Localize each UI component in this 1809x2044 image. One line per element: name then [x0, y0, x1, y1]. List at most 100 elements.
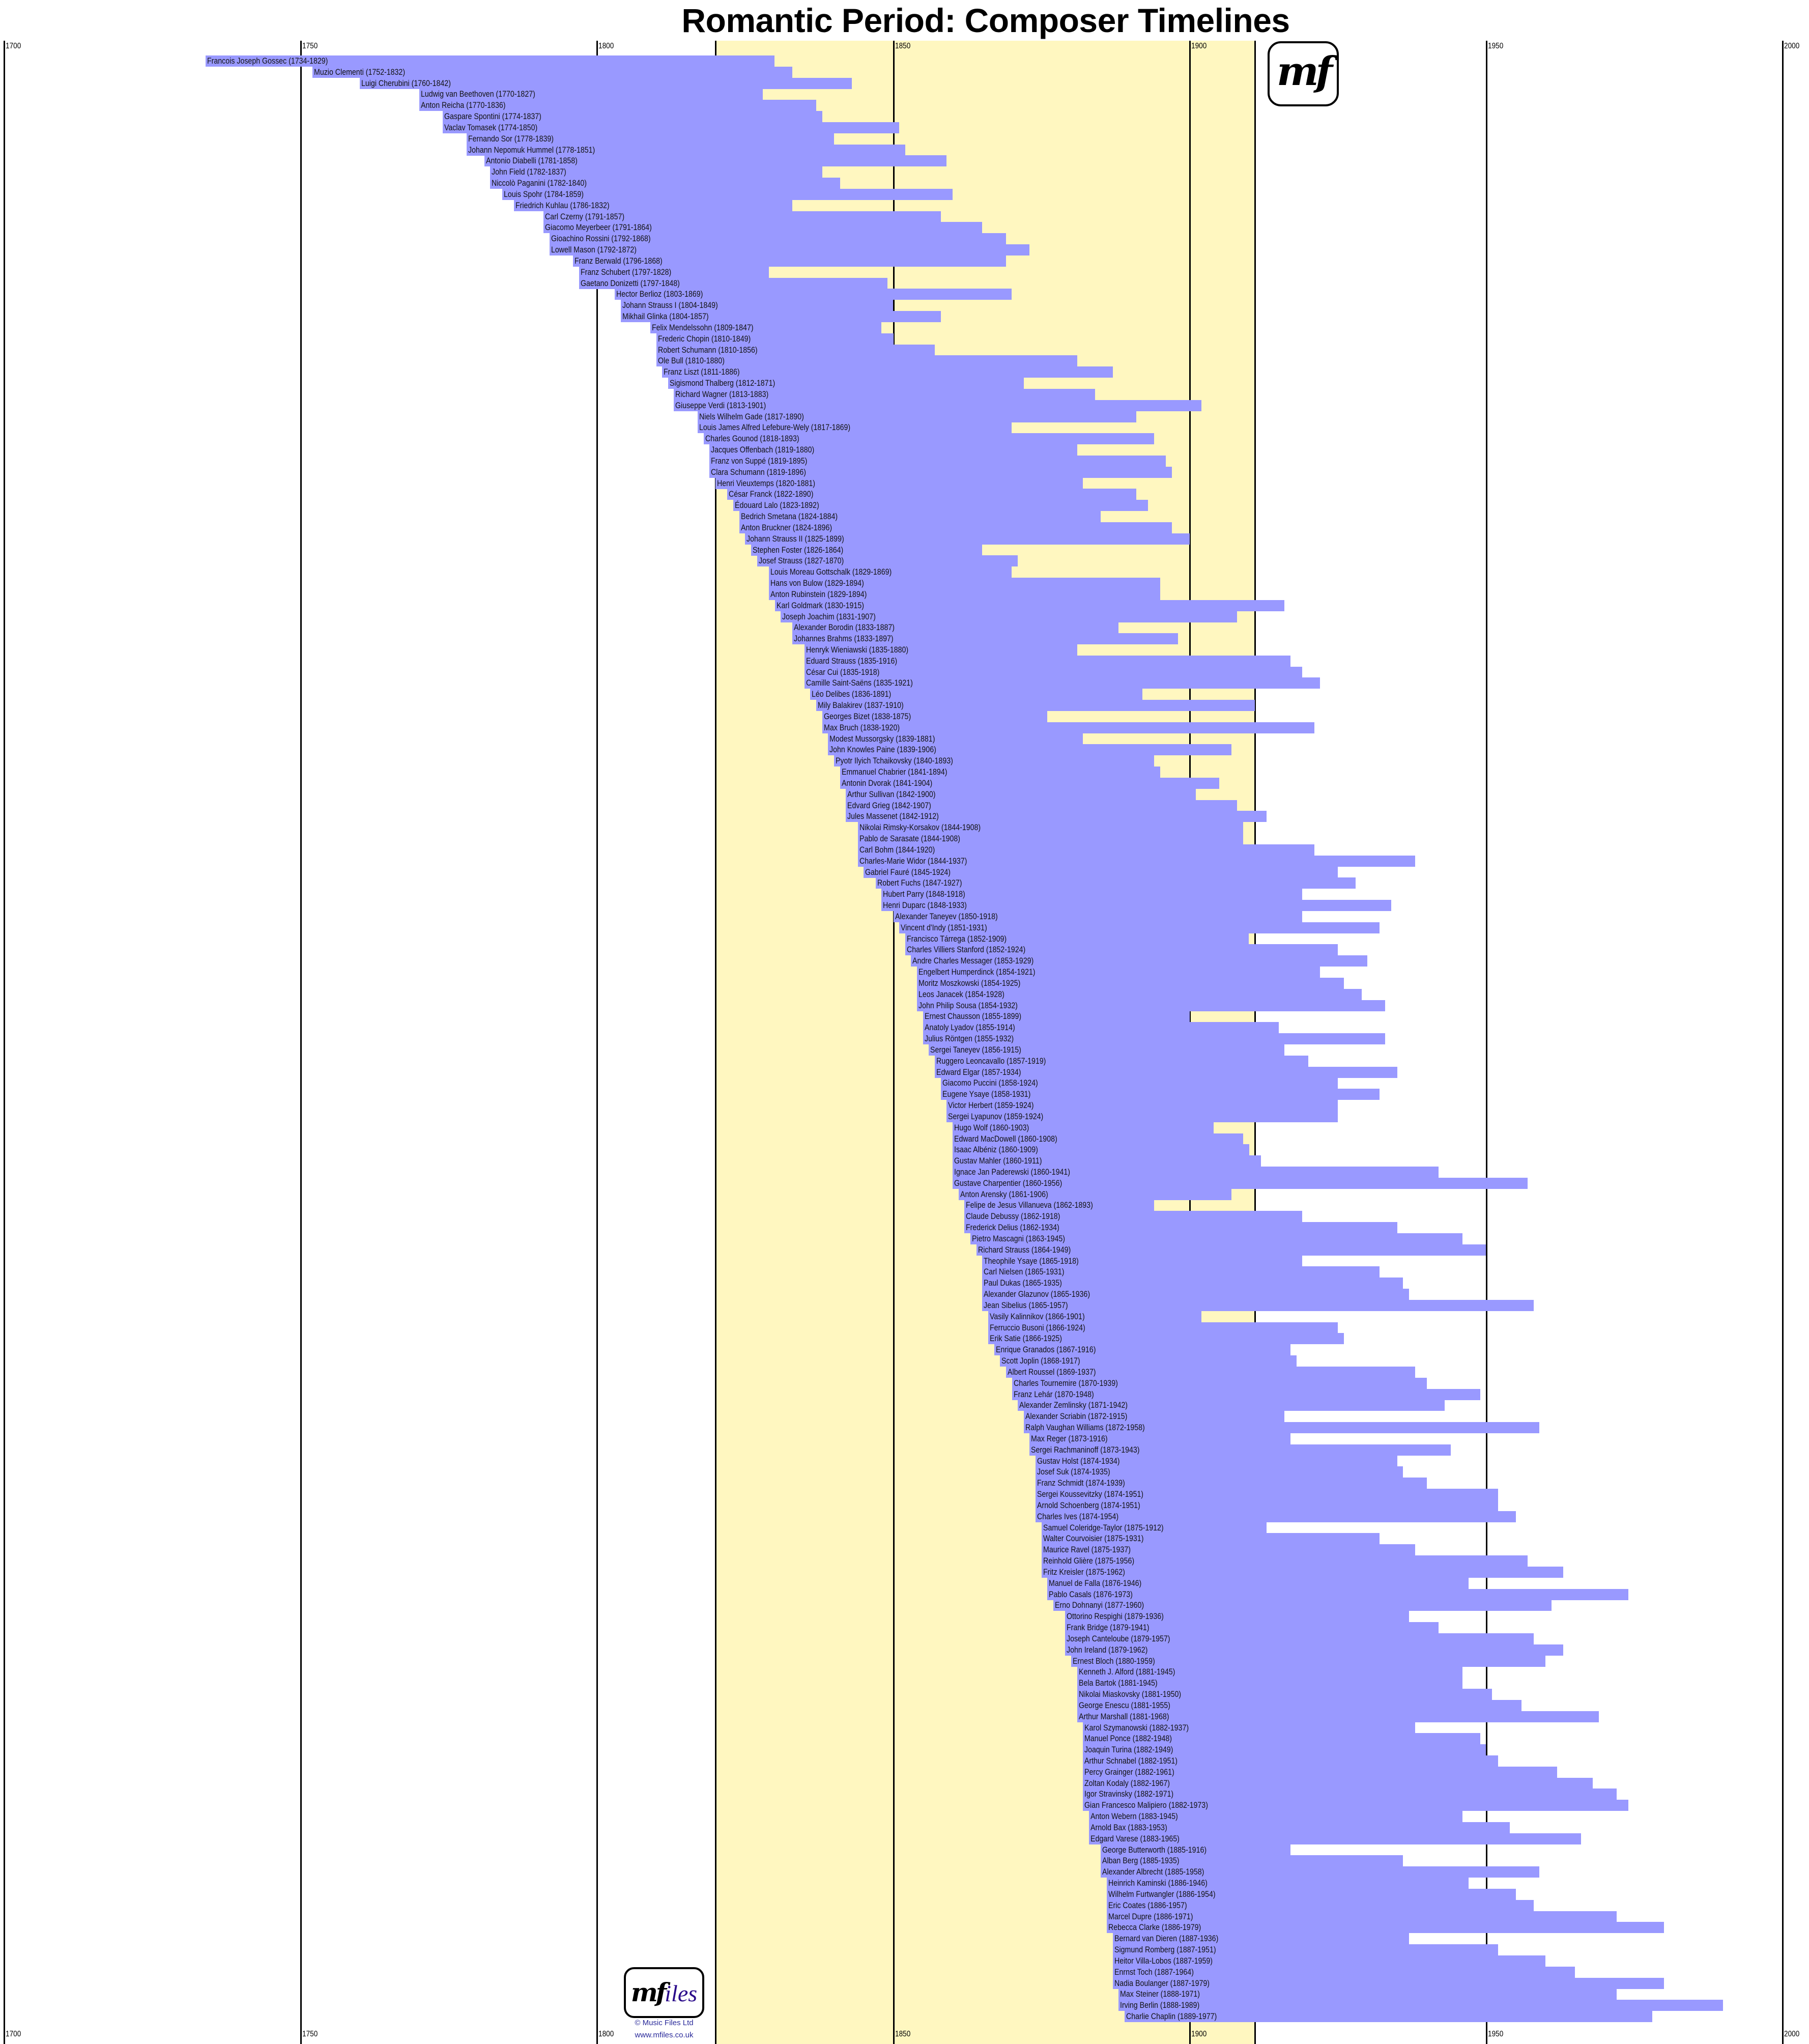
composer-label: Sigmund Romberg (1887-1951) [1114, 1945, 1216, 1955]
composer-label: Ole Bull (1810-1880) [657, 356, 725, 366]
composer-bar [911, 955, 1368, 967]
composer-label: Erno Dohnanyi (1877-1960) [1055, 1601, 1144, 1610]
composer-label: Alexander Albrecht (1885-1958) [1102, 1867, 1204, 1877]
composer-label: Hans von Bulow (1829-1894) [770, 579, 864, 588]
composer-label: Fernando Sor (1778-1839) [468, 134, 554, 144]
composer-bar [1041, 1566, 1563, 1578]
composer-label: Charlie Chaplin (1889-1977) [1126, 2012, 1217, 2022]
composer-bar [312, 66, 793, 78]
composer-bar [958, 1188, 1231, 1200]
composer-label: Engelbert Humperdinck (1854-1921) [918, 968, 1036, 977]
composer-bar [857, 844, 1314, 856]
composer-label: Erik Satie (1866-1925) [989, 1334, 1062, 1344]
composer-bar [917, 967, 1320, 978]
composer-label: Moritz Moszkowski (1854-1925) [918, 978, 1021, 988]
composer-bar [1106, 1922, 1664, 1934]
composer-bar [840, 766, 1160, 778]
composer-bar [781, 611, 1238, 622]
composer-bar [1065, 1633, 1534, 1644]
x-tick-label-bottom: 1950 [1487, 2030, 1503, 2038]
composer-label: Karl Goldmark (1830-1915) [776, 601, 864, 610]
composer-bar [1083, 1733, 1480, 1745]
composer-label: Wilhelm Furtwangler (1886-1954) [1108, 1889, 1216, 1899]
composer-label: Alexander Scriabin (1872-1915) [1025, 1412, 1128, 1422]
composer-label: Gioachino Rossini (1792-1868) [551, 234, 651, 244]
composer-bar [953, 1144, 1249, 1156]
composer-label: Ralph Vaughan Williams (1872-1958) [1025, 1423, 1145, 1433]
composer-bar [751, 544, 983, 556]
composer-label: Nadia Boulanger (1887-1979) [1114, 1978, 1210, 1988]
composer-label: Enrique Granados (1867-1916) [995, 1345, 1096, 1355]
composer-bar [792, 633, 1178, 645]
composer-label: Hubert Parry (1848-1918) [883, 890, 965, 899]
composer-bar [1071, 1655, 1545, 1667]
composer-bar [905, 944, 1338, 956]
composer-label: Pablo de Sarasate (1844-1908) [859, 834, 960, 844]
composer-bar [620, 311, 941, 323]
composer-label: Edward Elgar (1857-1934) [936, 1067, 1021, 1077]
composer-bar [739, 522, 1172, 533]
gridline-1850 [893, 41, 895, 2044]
composer-bar [674, 388, 1095, 400]
composer-label: Henryk Wieniawski (1835-1880) [806, 645, 908, 655]
composer-label: Frederick Delius (1862-1934) [966, 1223, 1060, 1233]
composer-bar [768, 578, 1160, 589]
composer-bar [549, 244, 1030, 256]
composer-label: Eric Coates (1886-1957) [1108, 1900, 1187, 1910]
composer-label: Modest Mussorgsky (1839-1881) [829, 734, 935, 744]
composer-label: Léo Delibes (1836-1891) [812, 690, 892, 699]
composer-bar [543, 211, 941, 222]
composer-label: Scott Joplin (1868-1917) [1001, 1356, 1080, 1366]
x-tick-label-top: 1700 [6, 42, 21, 50]
composer-label: Reinhold Glière (1875-1956) [1043, 1556, 1134, 1566]
composer-bar [857, 822, 1243, 834]
composer-bar [846, 788, 1196, 800]
composer-bar [1077, 1678, 1462, 1689]
composer-label: Arnold Schoenberg (1874-1951) [1037, 1500, 1140, 1510]
composer-label: Georges Bizet (1838-1875) [823, 712, 911, 721]
composer-bar [1118, 1989, 1617, 2000]
composer-bar [804, 655, 1291, 667]
composer-label: Igor Stravinsky (1882-1971) [1084, 1790, 1174, 1799]
composer-label: Gustave Charpentier (1860-1956) [954, 1178, 1063, 1188]
composer-label: Albert Roussel (1869-1937) [1007, 1367, 1096, 1377]
composer-label: Bedrich Smetana (1824-1884) [740, 512, 838, 522]
composer-label: Emmanuel Chabrier (1841-1894) [841, 768, 947, 777]
composer-label: Fritz Kreisler (1875-1962) [1043, 1567, 1125, 1577]
composer-label: Alexander Glazunov (1865-1936) [984, 1290, 1090, 1299]
composer-bar [1012, 1377, 1427, 1389]
composer-label: Theophile Ysaye (1865-1918) [984, 1256, 1079, 1266]
composer-bar [1047, 1577, 1469, 1589]
composer-bar [727, 489, 1137, 500]
composer-label: Richard Wagner (1813-1883) [675, 389, 769, 399]
composer-label: Gustav Mahler (1860-1911) [954, 1156, 1042, 1166]
composer-label: Hugo Wolf (1860-1903) [954, 1123, 1029, 1132]
composer-bar [1101, 1855, 1403, 1867]
composer-bar [1053, 1600, 1552, 1611]
composer-bar [1006, 1366, 1415, 1378]
composer-bar [1047, 1588, 1629, 1600]
mfiles-logo-iles: iles [665, 1980, 698, 2006]
composer-label: Marcel Dupre (1886-1971) [1108, 1912, 1193, 1921]
composer-bar [988, 1322, 1338, 1333]
composer-label: Gaetano Donizetti (1797-1848) [581, 278, 680, 288]
composer-label: Sergei Rachmaninoff (1873-1943) [1031, 1445, 1140, 1455]
composer-label: Nikolai Rimsky-Korsakov (1844-1908) [859, 823, 981, 833]
composer-bar [881, 889, 1303, 900]
website-link[interactable]: www.mfiles.co.uk [635, 2031, 694, 2039]
composer-label: Giacomo Meyerbeer (1791-1864) [545, 223, 652, 233]
composer-bar [698, 411, 1137, 422]
composer-bar [964, 1222, 1397, 1234]
composer-bar [573, 255, 1006, 267]
composer-label: Gaspare Spontini (1774-1837) [444, 112, 542, 122]
composer-label: Giuseppe Verdi (1813-1901) [675, 401, 766, 410]
composer-label: Isaac Albéniz (1860-1909) [954, 1145, 1038, 1155]
composer-label: Joaquin Turina (1882-1949) [1084, 1745, 1173, 1755]
composer-bar [917, 977, 1344, 989]
composer-bar [804, 677, 1320, 689]
composer-bar [982, 1266, 1380, 1278]
composer-label: Julius Röntgen (1855-1932) [924, 1034, 1014, 1044]
composer-label: Nikolai Miaskovsky (1881-1950) [1078, 1690, 1181, 1699]
composer-label: Kenneth J. Alford (1881-1945) [1078, 1667, 1175, 1677]
